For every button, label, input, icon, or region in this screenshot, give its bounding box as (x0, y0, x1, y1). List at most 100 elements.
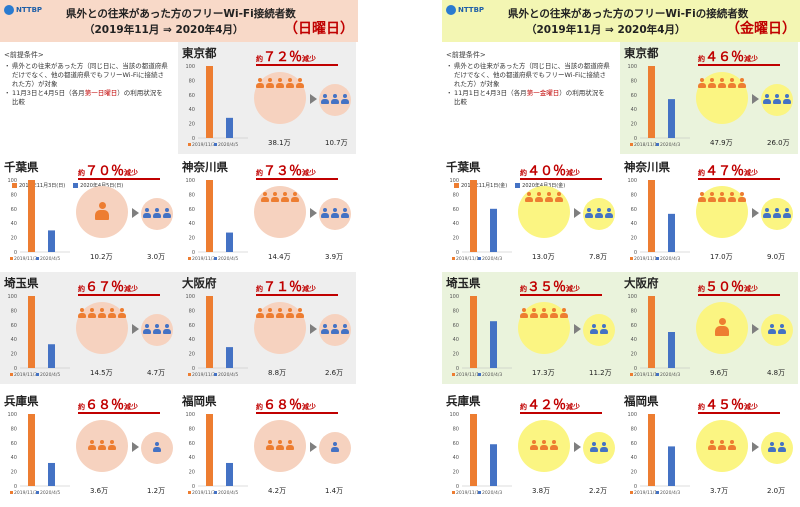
person-head (263, 192, 267, 196)
reduction-suffix: 減少 (124, 169, 139, 177)
y-tick-label: 60 (631, 323, 637, 329)
y-tick-label: 100 (7, 294, 17, 300)
people-after (761, 94, 793, 104)
reduction-underline (698, 294, 780, 296)
person-body (708, 196, 716, 202)
value-before: 10.2万 (90, 253, 113, 261)
y-tick-label: 60 (189, 207, 195, 213)
person-body (276, 82, 284, 88)
person-icon (88, 440, 96, 450)
y-tick-label: 40 (453, 337, 459, 343)
person-icon (773, 94, 781, 104)
reduction-rate: 約４５％減少 (698, 394, 758, 413)
person-body (773, 212, 781, 218)
person-icon (763, 94, 771, 104)
person-head (80, 308, 84, 312)
prefecture-cell: 福岡県 約４５％減少 100 80 60 40 20 0 2019/11/1 2020/4/3 3.… (620, 390, 798, 502)
value-before: 38.1万 (268, 139, 291, 147)
y-tick-label: 0 (14, 366, 17, 372)
bar-before (470, 414, 477, 486)
prefecture-cell: 千葉県 約７０％減少 100 80 60 40 20 0 2019/11/3 2020/4/5 10… (0, 156, 178, 268)
prefecture-cell: 千葉県 約４０％減少 100 80 60 40 20 0 2019/11/1 2020/4/3 13… (442, 156, 620, 268)
person-body (266, 82, 274, 88)
person-head (165, 324, 169, 328)
condition-text: 11月1日と4月3日（各月 (454, 89, 527, 97)
person-head (785, 94, 789, 98)
reduction-prefix: 約 (698, 169, 705, 177)
reduction-underline (256, 178, 338, 180)
person-head (258, 308, 262, 312)
person-body (600, 328, 608, 334)
bar-before (206, 180, 213, 252)
bar-after (668, 213, 675, 252)
person-head (740, 78, 744, 82)
person-body (153, 212, 161, 218)
person-head (592, 442, 596, 446)
value-before: 17.3万 (532, 369, 555, 377)
value-after: 10.7万 (325, 139, 348, 147)
y-tick-label: 60 (453, 441, 459, 447)
condition-text-end: ）の利用状況を比較 (454, 89, 605, 106)
legend-label: 2019年11月1日(金) (461, 183, 508, 189)
y-tick-label: 100 (185, 294, 195, 300)
bar-before (28, 180, 35, 252)
conditions-box: <前提条件> 県外との往来があった方（同じ日に、当該の都道府県だけでなく、他の都道… (0, 42, 172, 189)
y-tick-label: 60 (631, 207, 637, 213)
person-icon (540, 308, 548, 318)
prefecture-name: 兵庫県 (4, 394, 39, 408)
person-body (535, 196, 543, 202)
person-body (291, 196, 299, 202)
prefecture-cell: 神奈川県 約４７％減少 100 80 60 40 20 0 2019/11/1 2020/4/3 1… (620, 156, 798, 268)
reduction-suffix: 減少 (744, 285, 759, 293)
person-head (770, 442, 774, 446)
value-after: 1.2万 (147, 487, 166, 495)
person-icon (143, 208, 151, 218)
value-before: 47.9万 (710, 139, 733, 147)
arrow-right-icon (752, 324, 759, 334)
person-head (120, 308, 124, 312)
arrow-right-icon (752, 442, 759, 452)
person-body (778, 446, 786, 452)
arrow-right-icon (752, 94, 759, 104)
category-swatch (656, 491, 659, 494)
person-head (730, 78, 734, 82)
person-icon (708, 192, 716, 202)
prefecture-name: 東京都 (624, 46, 659, 60)
person-icon (286, 440, 294, 450)
reduction-percent: ４５％ (705, 398, 745, 413)
bar-after (490, 444, 497, 486)
person-icon (530, 440, 538, 450)
x-tick-label: 2020/4/3 (482, 372, 502, 378)
y-tick-label: 20 (631, 122, 637, 128)
y-tick-label: 100 (627, 412, 637, 418)
arrow-right-icon (310, 324, 317, 334)
bar-before (206, 414, 213, 486)
reduction-prefix: 約 (256, 169, 263, 177)
reduction-suffix: 減少 (744, 55, 759, 63)
category-swatch (656, 143, 659, 146)
person-icon (595, 208, 603, 218)
condition-text: 県外との往来があった方（同じ日に、当該の都道府県だけでなく、他の都道府県でもフリ… (454, 62, 610, 88)
person-head (343, 324, 347, 328)
person-head (552, 440, 556, 444)
person-body (763, 98, 771, 104)
y-tick-label: 20 (11, 236, 17, 242)
y-tick-label: 100 (449, 294, 459, 300)
y-tick-label: 40 (189, 455, 195, 461)
after-circle (583, 432, 615, 464)
y-tick-label: 40 (11, 221, 17, 227)
reduction-suffix: 減少 (744, 169, 759, 177)
person-head (343, 94, 347, 98)
x-tick-label: 2019/11/1 (634, 256, 657, 262)
y-tick-label: 80 (631, 308, 637, 314)
person-head (718, 318, 726, 325)
x-tick-label: 2020/4/5 (40, 372, 60, 378)
category-swatch (630, 491, 633, 494)
y-tick-label: 80 (189, 308, 195, 314)
person-body (560, 312, 568, 318)
x-tick-label: 2020/4/3 (482, 490, 502, 496)
people-before (518, 192, 570, 202)
person-icon (540, 440, 548, 450)
person-body (266, 444, 274, 450)
